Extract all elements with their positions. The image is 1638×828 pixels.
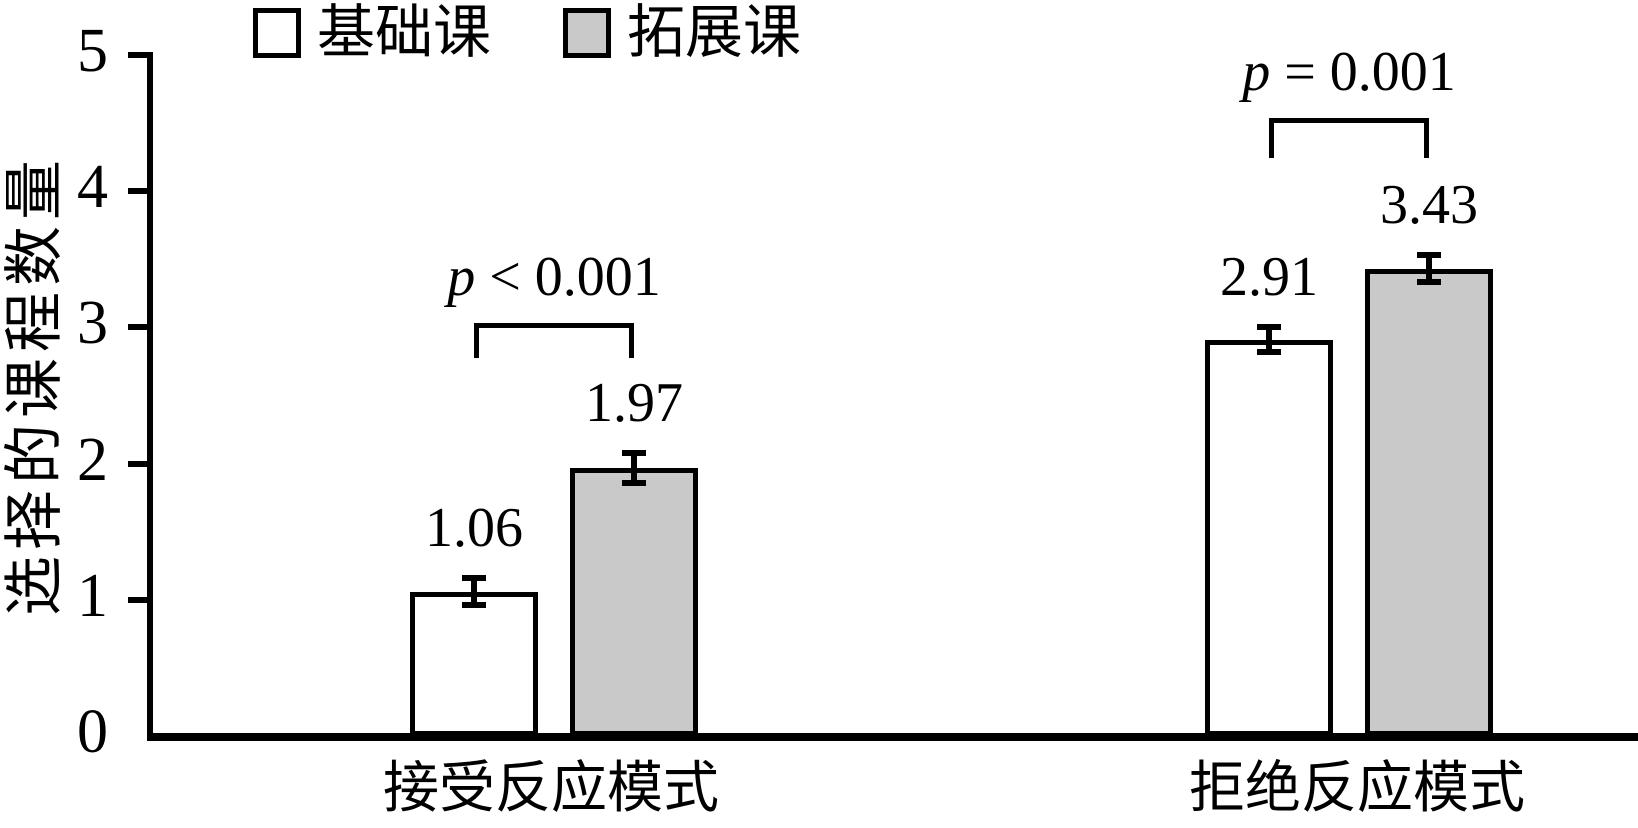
significance-bracket-top xyxy=(474,323,634,328)
legend-swatch-basic xyxy=(253,8,301,58)
significance-bracket-top xyxy=(1269,118,1429,123)
legend-swatch-extended xyxy=(563,8,612,58)
category-label-accept: 接受反应模式 xyxy=(383,758,719,820)
value-label: 2.91 xyxy=(1220,246,1318,309)
y-tick-label: 1 xyxy=(77,561,108,630)
significance-bracket-left-leg xyxy=(474,323,479,358)
legend-label-extended: 拓展课 xyxy=(627,0,802,65)
bar xyxy=(410,591,538,736)
significance-bracket-right-leg xyxy=(629,323,634,358)
error-bar-whisker xyxy=(631,452,637,483)
y-tick-label: 0 xyxy=(77,698,108,766)
y-tick xyxy=(128,596,150,603)
y-tick xyxy=(128,324,150,331)
p-value-label: p = 0.001 xyxy=(1149,40,1549,104)
p-variable: p xyxy=(447,246,476,308)
p-relation: = 0.001 xyxy=(1270,41,1456,103)
error-bar-cap-top xyxy=(462,575,486,581)
error-bar-whisker xyxy=(1266,327,1272,352)
value-label: 1.97 xyxy=(585,371,683,434)
y-tick-label: 2 xyxy=(77,425,108,494)
y-tick xyxy=(128,188,150,195)
error-bar-cap-bottom xyxy=(462,602,486,609)
y-tick-label: 5 xyxy=(77,17,108,85)
error-bar-cap-bottom xyxy=(1417,279,1441,286)
error-bar-whisker xyxy=(471,578,477,606)
p-relation: < 0.001 xyxy=(475,246,661,308)
significance-bracket-right-leg xyxy=(1424,118,1429,158)
y-tick xyxy=(128,52,150,58)
category-label-reject: 拒绝反应模式 xyxy=(1189,758,1525,820)
legend: 基础课 拓展课 xyxy=(253,4,801,62)
bar xyxy=(1205,339,1333,736)
x-axis-line xyxy=(147,733,1638,741)
p-variable: p xyxy=(1242,41,1271,103)
bar xyxy=(570,467,698,736)
y-tick xyxy=(128,460,150,467)
y-tick-label: 3 xyxy=(77,289,108,358)
error-bar-cap-top xyxy=(1257,324,1281,331)
error-bar-cap-bottom xyxy=(622,479,646,486)
error-bar-cap-top xyxy=(622,449,646,456)
error-bar-cap-top xyxy=(1417,252,1441,259)
legend-label-basic: 基础课 xyxy=(317,0,492,65)
error-bar-cap-bottom xyxy=(1257,348,1281,355)
error-bar-whisker xyxy=(1426,255,1432,283)
significance-bracket-left-leg xyxy=(1269,118,1274,158)
y-tick-label: 4 xyxy=(77,153,108,222)
value-label: 3.43 xyxy=(1380,174,1478,237)
p-value-label: p < 0.001 xyxy=(354,245,754,309)
bar xyxy=(1365,268,1493,736)
y-axis-line xyxy=(147,52,153,740)
value-label: 1.06 xyxy=(425,497,523,559)
